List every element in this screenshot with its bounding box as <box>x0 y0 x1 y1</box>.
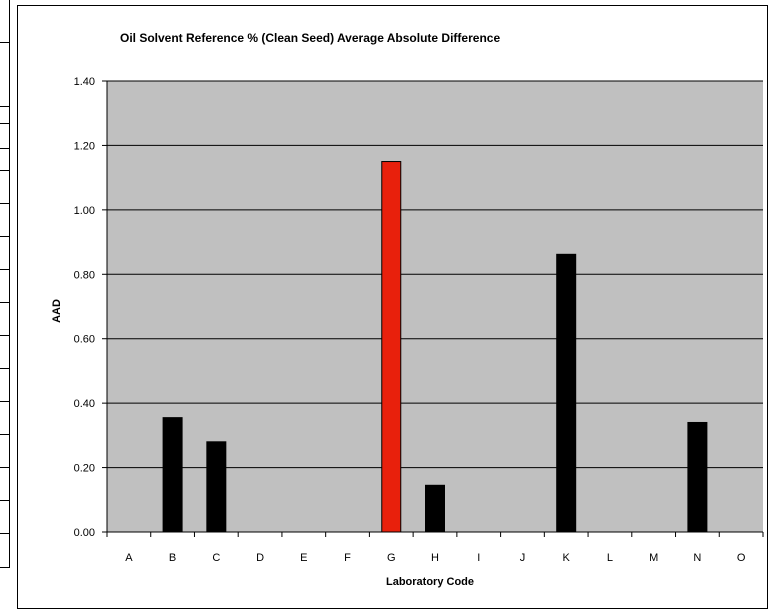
plot-area <box>107 81 763 532</box>
bar-b <box>162 417 183 533</box>
y-tick-label: 0.00 <box>74 527 95 539</box>
left-edge-strip <box>0 0 10 611</box>
x-tick-label: I <box>477 552 480 564</box>
x-tick-label: B <box>169 552 176 564</box>
bar-n <box>687 421 708 533</box>
x-tick-label: K <box>563 552 571 564</box>
x-tick-label: C <box>212 552 220 564</box>
x-tick-label: O <box>737 552 746 564</box>
y-axis-label: AAD <box>51 299 63 323</box>
x-tick-label: D <box>256 552 264 564</box>
chart-title: Oil Solvent Reference % (Clean Seed) Ave… <box>120 31 500 45</box>
x-tick-label: J <box>520 552 526 564</box>
y-tick-label: 0.40 <box>74 398 95 410</box>
axes <box>102 80 764 537</box>
x-axis-label: Laboratory Code <box>386 576 474 588</box>
x-tick-labels: A B C D E F G H I J K L M N O <box>125 552 746 564</box>
bars <box>162 161 708 533</box>
y-tick-label: 0.80 <box>74 269 95 281</box>
bar-h <box>425 484 445 533</box>
bar-k <box>556 253 577 533</box>
y-tick-label: 1.40 <box>74 76 95 88</box>
x-tick-label: M <box>649 552 658 564</box>
x-tick-label: F <box>344 552 351 564</box>
y-tick-label: 1.20 <box>74 140 95 152</box>
bar-g <box>381 161 402 533</box>
y-tick-label: 0.20 <box>74 463 95 475</box>
x-tick-label: N <box>693 552 701 564</box>
y-tick-label: 1.00 <box>74 205 95 217</box>
y-tick-labels: 0.00 0.20 0.40 0.60 0.80 1.00 1.20 1.40 <box>74 76 95 539</box>
x-tick-label: L <box>607 552 613 564</box>
bar-c <box>206 441 227 533</box>
y-tick-label: 0.60 <box>74 334 95 346</box>
x-tick-label: A <box>125 552 133 564</box>
x-tick-label: E <box>300 552 307 564</box>
x-tick-label: G <box>387 552 396 564</box>
x-tick-label: H <box>431 552 439 564</box>
